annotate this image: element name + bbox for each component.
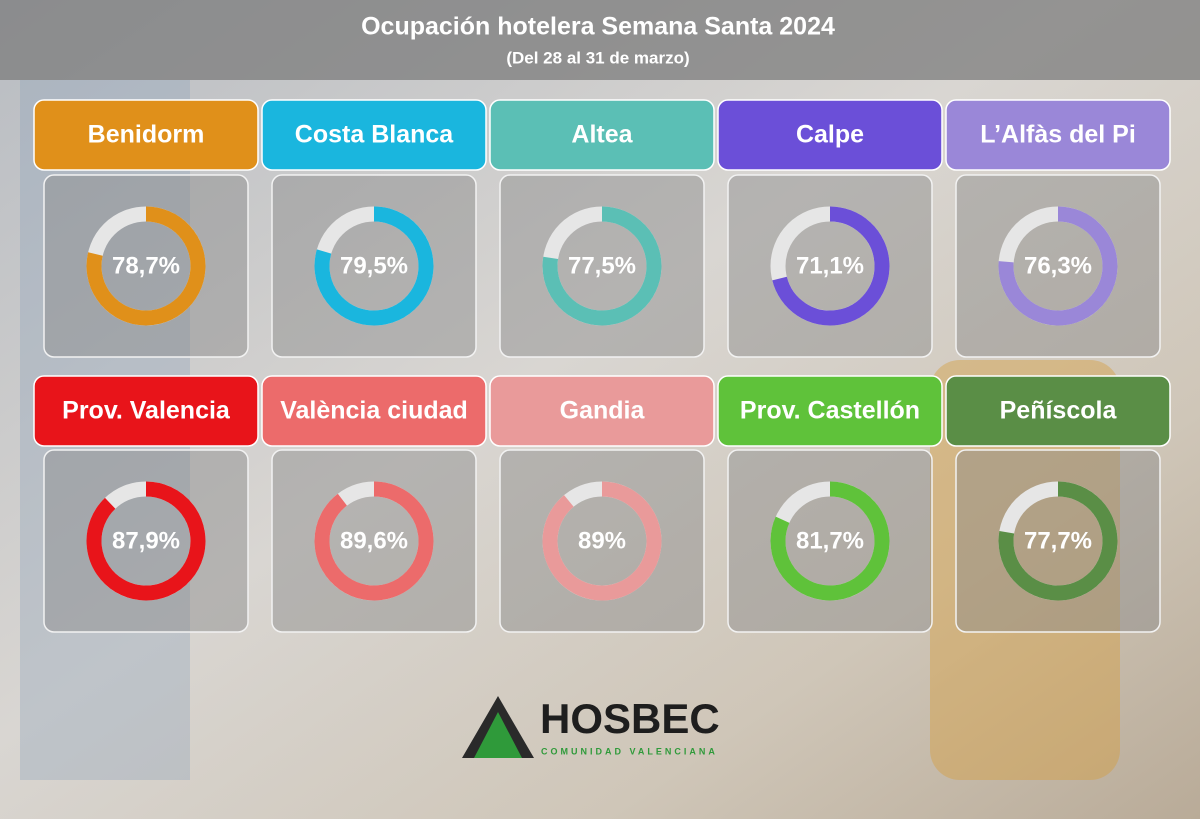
- donut-arc: [770, 481, 890, 601]
- location-name: Benidorm: [88, 121, 205, 149]
- location-name: València ciudad: [280, 397, 468, 425]
- donut-arc: [314, 481, 434, 601]
- value-label: 77,5%: [568, 252, 636, 279]
- chart-panel: [499, 174, 705, 358]
- donut-arc: [86, 481, 206, 601]
- chart-panel: [499, 449, 705, 633]
- header-band: [0, 0, 1200, 80]
- logo-icon: [474, 712, 522, 758]
- location-header: [33, 375, 259, 447]
- logo-name: HOSBEC: [540, 695, 720, 742]
- subtitle: (Del 28 al 31 de marzo): [506, 48, 689, 67]
- chart-panel: [43, 449, 249, 633]
- donut-arc: [86, 206, 206, 326]
- location-header: [33, 99, 259, 171]
- location-name: Costa Blanca: [295, 121, 454, 149]
- value-label: 89%: [578, 527, 626, 554]
- chart-panel: [271, 449, 477, 633]
- location-name: Gandia: [560, 397, 646, 425]
- chart-panel: [727, 174, 933, 358]
- location-header: [261, 375, 487, 447]
- location-name: L’Alfàs del Pi: [980, 121, 1136, 149]
- donut-arc: [772, 206, 890, 326]
- location-name: Prov. Valencia: [62, 397, 231, 425]
- value-label: 71,1%: [796, 252, 864, 279]
- chart-panel: [271, 174, 477, 358]
- background-shape: [930, 360, 1120, 780]
- location-name: Altea: [571, 121, 633, 149]
- value-label: 79,5%: [340, 252, 408, 279]
- donut-arc: [998, 206, 1118, 326]
- donut-arc: [542, 481, 662, 601]
- location-header: [717, 375, 943, 447]
- location-header: [945, 375, 1171, 447]
- location-header: [717, 99, 943, 171]
- location-name: Prov. Castellón: [740, 397, 920, 425]
- location-name: Peñíscola: [1000, 397, 1118, 425]
- logo-tagline: COMUNIDAD VALENCIANA: [541, 746, 718, 756]
- value-label: 81,7%: [796, 527, 864, 554]
- donut-arc: [998, 481, 1118, 601]
- location-header: [489, 375, 715, 447]
- location-header: [489, 99, 715, 171]
- chart-panel: [955, 174, 1161, 358]
- value-label: 78,7%: [112, 252, 180, 279]
- value-label: 87,9%: [112, 527, 180, 554]
- donut-arc: [314, 206, 434, 326]
- donut-arc: [542, 206, 662, 326]
- chart-panel: [43, 174, 249, 358]
- location-header: [261, 99, 487, 171]
- location-name: Calpe: [796, 121, 864, 149]
- title: Ocupación hotelera Semana Santa 2024: [361, 13, 835, 41]
- value-label: 76,3%: [1024, 252, 1092, 279]
- chart-panel: [727, 449, 933, 633]
- value-label: 89,6%: [340, 527, 408, 554]
- chart-panel: [955, 449, 1161, 633]
- value-label: 77,7%: [1024, 527, 1092, 554]
- logo: HOSBEC COMUNIDAD VALENCIANA: [462, 695, 720, 758]
- location-header: [945, 99, 1171, 171]
